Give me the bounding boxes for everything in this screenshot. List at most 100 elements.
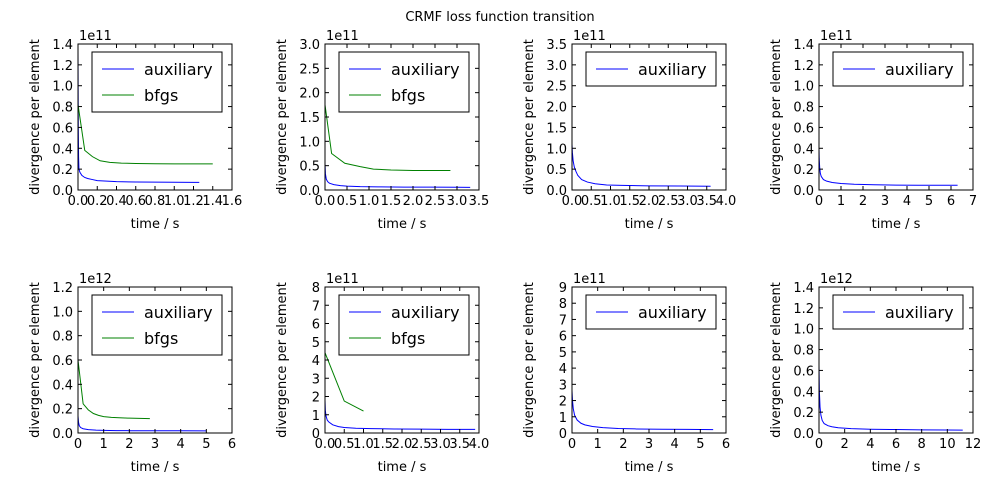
x-tick-label: 1.6 [222,194,243,209]
x-axis-label: time / s [872,217,921,232]
legend-box [91,294,223,356]
x-axis-label: time / s [378,460,427,475]
x-tick-label: 1.5 [381,194,402,209]
y-tick-label: 1.2 [52,281,73,296]
y-scale-label: 1e11 [573,29,606,44]
y-axis-label: divergence per element [769,282,784,438]
x-tick-label: 3.5 [449,437,470,452]
series-line-auxiliary [818,365,963,431]
x-tick-label: 3.0 [677,194,698,209]
y-axis-label: divergence per element [522,282,537,438]
subplot-2: 0.0 0.5 1.0 1.5 2.0 2.5 3.0 3.50.00.51.01.52.02… [275,29,489,232]
x-tick-label: 3.0 [447,194,468,209]
series-line-auxiliary [571,144,711,187]
x-tick-label: 1 [594,437,602,452]
y-tick-label: 5 [312,336,320,351]
y-tick-label: 0.5 [299,160,320,175]
x-tick-label: 0.0 [315,437,336,452]
y-tick-label: 2 [312,391,320,406]
y-tick-label: 9 [559,281,567,296]
y-tick-label: 1.2 [793,302,814,317]
y-tick-label: 1.5 [546,121,567,136]
x-tick-label: 0 [568,437,576,452]
x-tick-label: 6 [228,437,236,452]
legend-label-auxiliary: auxiliary [391,303,460,322]
x-tick-label: 0.0 [315,194,336,209]
y-tick-label: 0.5 [546,163,567,178]
x-tick-label: 6 [892,437,900,452]
subplot-5: 0 1 2 3 4 5 6 0.0 0.2 0.4 0.6 0.8 1.0 1.2 1e12 time / s… [28,272,236,475]
y-tick-label: 2.0 [546,101,567,116]
series-line-auxiliary [571,390,714,431]
y-tick-label: 1.0 [52,80,73,95]
y-tick-label: 3.0 [299,38,320,53]
x-tick-label: 2.5 [411,437,432,452]
subplot-6: 0.00.51.01.52.02.53.03.54.0 0 1 2 3 4 5 6 7 8 1e11… [275,272,489,475]
x-tick-label: 2 [859,194,867,209]
y-tick-label: 4 [559,362,567,377]
x-tick-label: 4.0 [716,194,737,209]
legend-label-auxiliary: auxiliary [391,60,460,79]
x-tick-label: 3.5 [696,194,717,209]
y-tick-label: 0.2 [793,406,814,421]
x-tick-label: 0.4 [106,194,127,209]
x-axis-label: time / s [625,217,674,232]
x-tick-label: 2.0 [392,437,413,452]
y-scale-label: 1e12 [79,272,112,287]
series-line-bfgs [77,104,213,165]
x-tick-label: 0 [74,437,82,452]
y-tick-label: 0.0 [546,184,567,199]
y-tick-label: 8 [312,281,320,296]
y-scale-label: 1e11 [326,29,359,44]
legend-box [338,51,470,113]
y-tick-label: 0.6 [52,121,73,136]
x-tick-label: 1.0 [353,437,374,452]
subplot-3: 0.00.51.01.52.02.53.03.54.00.00.51.01.52… [522,29,736,232]
y-tick-label: 0 [559,427,567,442]
x-tick-label: 2 [841,437,849,452]
series-line-bfgs [77,359,150,420]
y-axis-label: divergence per element [275,39,290,195]
x-tick-label: 0.2 [87,194,108,209]
y-tick-label: 3 [312,372,320,387]
y-tick-label: 0.8 [793,344,814,359]
y-tick-label: 0.0 [793,184,814,199]
legend-label-auxiliary: auxiliary [144,60,213,79]
y-tick-label: 0.8 [52,101,73,116]
x-tick-label: 1.5 [619,194,640,209]
y-tick-label: 0.2 [793,163,814,178]
y-tick-label: 1.0 [793,80,814,95]
y-tick-label: 6 [312,318,320,333]
x-tick-label: 0.5 [581,194,602,209]
y-tick-label: 0.6 [52,354,73,369]
x-tick-label: 4 [177,437,185,452]
x-tick-label: 1 [837,194,845,209]
x-tick-label: 0 [815,437,823,452]
y-tick-label: 1.4 [52,38,73,53]
x-tick-label: 1.0 [359,194,380,209]
y-tick-label: 6 [559,330,567,345]
x-tick-label: 0.0 [562,194,583,209]
y-scale-label: 1e11 [79,29,112,44]
y-tick-label: 2.5 [546,80,567,95]
y-tick-label: 1.0 [793,323,814,338]
x-tick-label: 8 [918,437,926,452]
y-tick-label: 1.5 [299,111,320,126]
x-tick-label: 3.0 [430,437,451,452]
y-tick-label: 0.2 [52,163,73,178]
y-tick-label: 0.4 [52,142,73,157]
plot-frame [818,43,974,191]
x-tick-label: 10 [939,437,956,452]
legend-box [338,294,470,356]
x-tick-label: 6 [722,437,730,452]
x-axis-label: time / s [625,460,674,475]
y-tick-label: 1 [559,411,567,426]
legend-label-bfgs: bfgs [391,86,425,105]
y-tick-label: 3.0 [546,59,567,74]
x-tick-label: 6 [947,194,955,209]
y-tick-label: 0.8 [52,330,73,345]
x-tick-label: 3 [645,437,653,452]
x-axis-label: time / s [131,460,180,475]
x-tick-label: 4.0 [469,437,490,452]
